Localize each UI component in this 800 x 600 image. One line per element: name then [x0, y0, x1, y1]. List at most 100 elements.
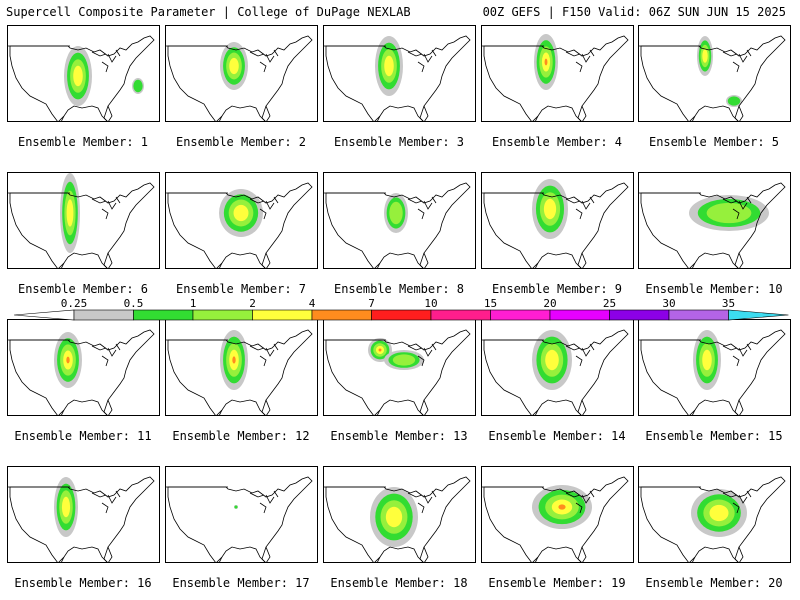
scp-shaded-area	[389, 201, 403, 225]
coastline	[692, 252, 740, 268]
great-lakes-outline	[746, 196, 752, 204]
coastline	[61, 252, 109, 268]
great-lakes-outline	[91, 345, 107, 351]
country-outline	[640, 35, 786, 121]
coastline	[219, 105, 267, 121]
colorbar-segment	[490, 309, 551, 321]
colorbar-threshold-label: 4	[308, 297, 316, 310]
ensemble-member-map	[165, 466, 318, 563]
great-lakes-outline	[101, 502, 109, 514]
great-lakes-outline	[732, 355, 740, 367]
ensemble-member-map	[481, 466, 634, 563]
scp-field-map	[324, 329, 471, 415]
great-lakes-outline	[746, 49, 752, 57]
ensemble-member-label: Ensemble Member: 14	[488, 429, 626, 443]
ensemble-member-label: Ensemble Member: 5	[648, 135, 780, 149]
colorbar-segment	[430, 309, 491, 321]
great-lakes-outline	[265, 53, 275, 63]
great-lakes-outline	[423, 494, 433, 504]
great-lakes-outline	[259, 61, 267, 73]
scp-shaded-area	[234, 505, 238, 509]
scp-field-map	[639, 476, 786, 562]
coastline	[535, 105, 583, 121]
scp-field-map	[639, 329, 786, 415]
great-lakes-outline	[115, 343, 121, 351]
great-lakes-outline	[115, 490, 121, 498]
great-lakes-outline	[565, 51, 581, 57]
scp-field-map	[639, 35, 786, 121]
great-lakes-outline	[589, 49, 595, 57]
colorbar-segment	[668, 309, 729, 321]
great-lakes-outline	[738, 494, 748, 504]
scp-field-map	[166, 35, 313, 121]
ensemble-member-map	[7, 172, 160, 269]
great-lakes-outline	[581, 494, 591, 504]
great-lakes-outline	[107, 494, 117, 504]
country-outline	[483, 35, 629, 121]
scp-field-map	[482, 476, 629, 562]
scp-shaded-area	[229, 57, 239, 75]
scp-shaded-area	[392, 354, 416, 366]
colorbar-threshold-label: 0.5	[123, 297, 144, 310]
great-lakes-outline	[407, 51, 423, 57]
great-lakes-outline	[249, 345, 265, 351]
colorbar-threshold-label: 2	[249, 297, 256, 310]
ensemble-member-label: Ensemble Member: 1	[17, 135, 149, 149]
scp-shaded-area	[709, 504, 729, 522]
ensemble-member-label: Ensemble Member: 18	[330, 576, 468, 590]
coastline	[377, 399, 425, 415]
ensemble-member-map	[323, 172, 476, 269]
scp-field-map	[324, 476, 471, 562]
great-lakes-outline	[91, 492, 107, 498]
great-lakes-outline	[259, 208, 267, 220]
ensemble-member-label: Ensemble Member: 17	[172, 576, 310, 590]
great-lakes-outline	[417, 61, 425, 73]
ensemble-member-label: Ensemble Member: 12	[172, 429, 310, 443]
ensemble-member-label: Ensemble Member: 8	[333, 282, 465, 296]
map-title: Supercell Composite Parameter | College …	[6, 5, 411, 19]
great-lakes-outline	[431, 343, 437, 351]
great-lakes-outline	[259, 355, 267, 367]
great-lakes-outline	[738, 53, 748, 63]
colorbar-threshold-label: 35	[721, 297, 736, 310]
great-lakes-outline	[732, 208, 740, 220]
great-lakes-outline	[101, 355, 109, 367]
great-lakes-outline	[407, 198, 423, 204]
colorbar-high-arrow	[728, 309, 789, 321]
coastline	[61, 105, 109, 121]
great-lakes-outline	[738, 200, 748, 210]
coastline	[219, 252, 267, 268]
ensemble-member-map	[7, 319, 160, 416]
great-lakes-outline	[91, 198, 107, 204]
scp-field-map	[482, 329, 629, 415]
scp-shaded-area	[702, 49, 708, 63]
color-scale-bar	[14, 309, 789, 321]
great-lakes-outline	[423, 200, 433, 210]
great-lakes-outline	[417, 208, 425, 220]
coastline	[692, 105, 740, 121]
scp-shaded-area	[66, 356, 70, 364]
country-outline	[9, 476, 155, 562]
great-lakes-outline	[722, 198, 738, 204]
scp-field-map	[166, 329, 313, 415]
great-lakes-outline	[423, 347, 433, 357]
ensemble-member-map	[165, 172, 318, 269]
scp-shaded-area	[133, 79, 143, 93]
scp-shaded-area	[727, 96, 741, 106]
coastline	[219, 546, 267, 562]
coastline	[692, 399, 740, 415]
great-lakes-outline	[575, 355, 583, 367]
scp-shaded-area	[233, 204, 249, 222]
colorbar-segment	[252, 309, 313, 321]
great-lakes-outline	[265, 200, 275, 210]
ensemble-member-label: Ensemble Member: 2	[175, 135, 307, 149]
coastline	[692, 546, 740, 562]
great-lakes-outline	[91, 51, 107, 57]
scp-field-map	[324, 35, 471, 121]
colorbar-threshold-label: 1	[189, 297, 197, 310]
colorbar-segment	[371, 309, 432, 321]
ensemble-member-label: Ensemble Member: 4	[491, 135, 623, 149]
scp-shaded-area	[384, 55, 394, 77]
scp-shaded-area	[545, 349, 559, 371]
ensemble-member-label: Ensemble Member: 7	[175, 282, 307, 296]
